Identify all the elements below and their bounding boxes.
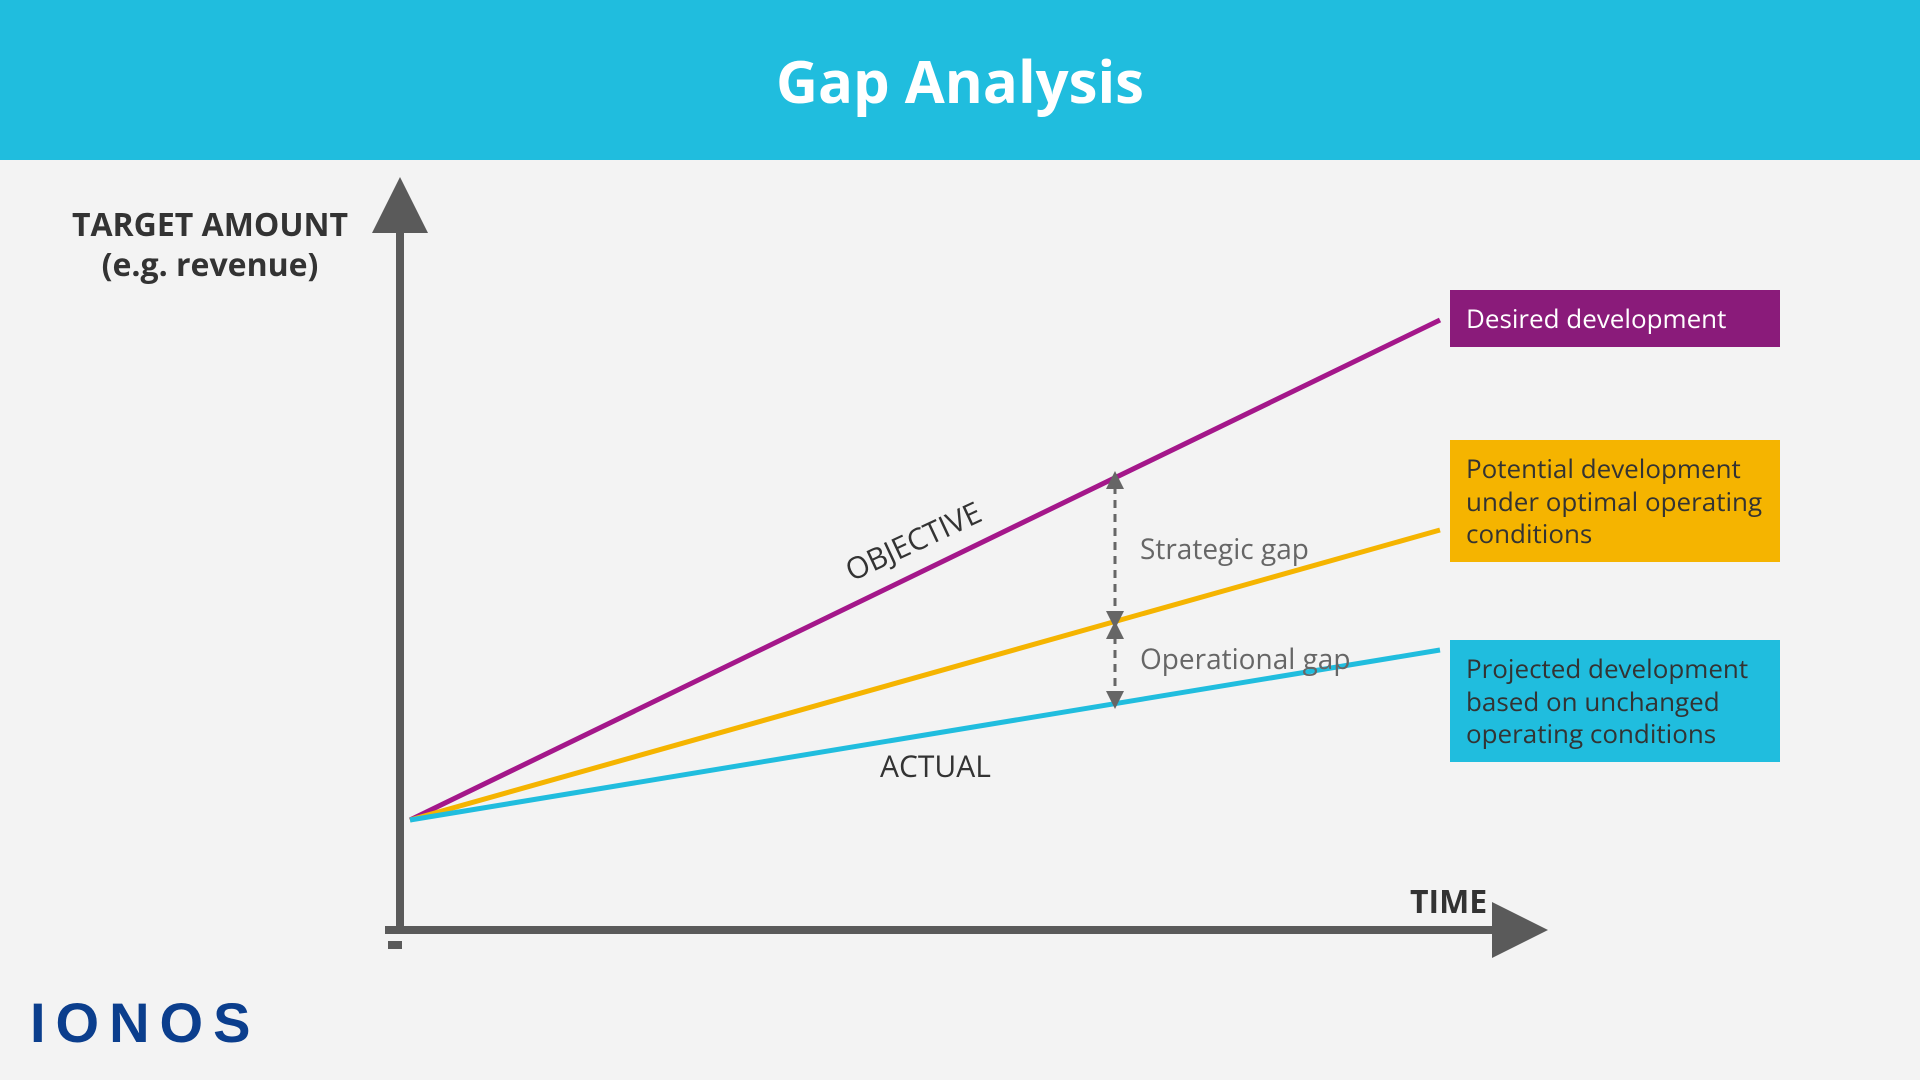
x-axis-label: TIME bbox=[1410, 880, 1487, 923]
y-axis-label-line2: (e.g. revenue) bbox=[50, 245, 370, 285]
legend-projected: Projected development based on unchanged… bbox=[1450, 640, 1780, 762]
gap-label-strategic: Strategic gap bbox=[1140, 530, 1309, 568]
brand-logo: IONOS bbox=[30, 990, 260, 1055]
plot-area: TARGET AMOUNT (e.g. revenue) TIME OBJECT… bbox=[0, 160, 1920, 1080]
legend-potential: Potential development under optimal oper… bbox=[1450, 440, 1780, 562]
header: Gap Analysis bbox=[0, 0, 1920, 160]
line-label-actual: ACTUAL bbox=[880, 745, 991, 786]
legend-desired: Desired development bbox=[1450, 290, 1780, 347]
page-title: Gap Analysis bbox=[776, 41, 1144, 120]
y-axis-label-line1: TARGET AMOUNT bbox=[50, 205, 370, 245]
gap-label-operational: Operational gap bbox=[1140, 640, 1351, 678]
y-axis-label: TARGET AMOUNT (e.g. revenue) bbox=[50, 205, 370, 285]
